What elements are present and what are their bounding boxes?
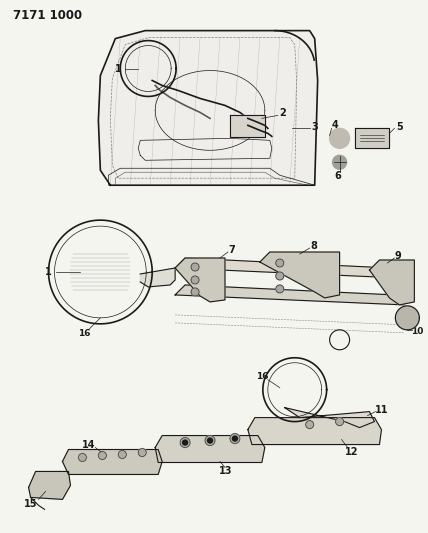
Circle shape [98, 451, 106, 459]
Circle shape [276, 259, 284, 267]
Text: 11: 11 [374, 405, 388, 415]
Polygon shape [140, 268, 175, 287]
Text: 13: 13 [219, 466, 233, 477]
Text: 1: 1 [115, 63, 122, 74]
Circle shape [78, 454, 86, 462]
Text: 7171 1000: 7171 1000 [13, 9, 82, 22]
Circle shape [276, 285, 284, 293]
Polygon shape [62, 449, 162, 474]
Circle shape [205, 435, 215, 446]
Circle shape [306, 421, 314, 429]
Polygon shape [354, 128, 389, 148]
Polygon shape [155, 435, 265, 463]
Text: 2: 2 [279, 108, 286, 118]
Circle shape [191, 276, 199, 284]
Text: 8: 8 [310, 241, 317, 251]
Text: 16: 16 [78, 329, 91, 338]
Text: 3: 3 [311, 123, 318, 132]
Circle shape [395, 306, 419, 330]
Circle shape [191, 263, 199, 271]
Circle shape [333, 155, 347, 169]
Text: 15: 15 [24, 499, 37, 510]
Polygon shape [285, 408, 374, 427]
Polygon shape [175, 258, 225, 302]
Circle shape [330, 128, 350, 148]
Text: 14: 14 [82, 440, 95, 449]
Text: 10: 10 [411, 327, 424, 336]
Circle shape [191, 288, 199, 296]
Text: 16: 16 [256, 372, 268, 381]
Polygon shape [98, 30, 318, 185]
Polygon shape [230, 116, 265, 138]
Circle shape [138, 449, 146, 456]
Polygon shape [175, 258, 399, 278]
Text: 1: 1 [45, 267, 52, 277]
Text: 9: 9 [394, 251, 401, 261]
Text: 12: 12 [345, 447, 358, 457]
Circle shape [230, 433, 240, 443]
Circle shape [180, 438, 190, 448]
Text: 4: 4 [331, 120, 338, 131]
Polygon shape [175, 285, 404, 305]
Polygon shape [260, 252, 339, 298]
Circle shape [118, 450, 126, 458]
Circle shape [276, 272, 284, 280]
Text: 7: 7 [229, 245, 235, 255]
Text: 5: 5 [396, 123, 403, 132]
Polygon shape [248, 417, 381, 445]
Circle shape [232, 436, 238, 441]
Circle shape [336, 417, 344, 425]
Polygon shape [29, 472, 71, 499]
Circle shape [208, 438, 213, 443]
Text: 6: 6 [334, 171, 341, 181]
Polygon shape [369, 260, 414, 305]
Circle shape [183, 440, 187, 445]
